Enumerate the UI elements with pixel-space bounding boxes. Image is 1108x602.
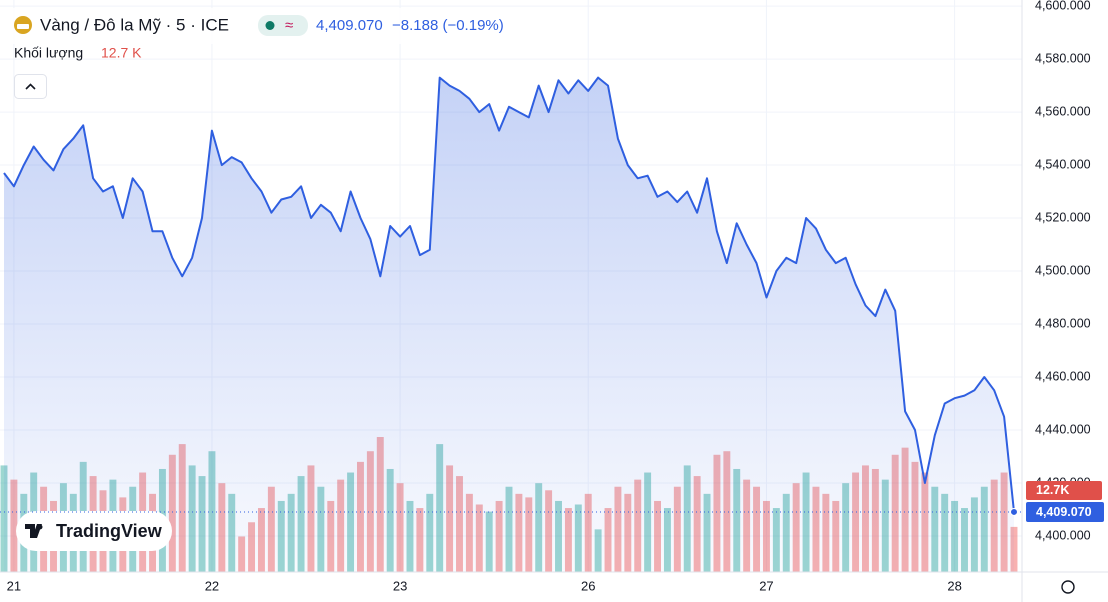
volume-badge-bg: [1026, 480, 1102, 500]
y-tick-label: 4,440.000: [1035, 422, 1091, 436]
y-tick-label: 4,600.000: [1035, 0, 1091, 12]
area-fill: [4, 77, 1014, 572]
settings-icon[interactable]: [1061, 580, 1075, 594]
x-tick-label: 23: [393, 578, 407, 593]
price-badge-bg: [1026, 501, 1104, 522]
logo-icon: [37, 524, 43, 530]
change: −8.188 (−0.19%): [392, 17, 504, 34]
volume-title: Khối lượng: [14, 45, 83, 61]
x-tick-label: 26: [581, 578, 595, 593]
x-tick-label: 22: [205, 578, 219, 593]
price-line: [3, 76, 1015, 513]
y-tick-label: 4,540.000: [1035, 157, 1091, 171]
y-tick-label: 4,400.000: [1035, 528, 1091, 542]
x-tick-label: 28: [947, 578, 961, 593]
status-icon: ≈: [285, 17, 293, 34]
volume-last: 12.7 K: [101, 45, 142, 61]
status-dot: [265, 21, 275, 30]
last-point: [1010, 507, 1018, 516]
y-tick-label: 4,460.000: [1035, 369, 1091, 383]
x-tick-label: 21: [7, 578, 21, 593]
y-tick-label: 4,560.000: [1035, 104, 1091, 118]
symbol[interactable]: Vàng / Đô la Mỹ · 5 · ICE: [40, 15, 229, 34]
y-tick-label: 4,500.000: [1035, 263, 1091, 277]
volume-badge: 12.7K: [1036, 483, 1069, 497]
x-tick-label: 27: [759, 578, 773, 593]
y-tick-label: 4,520.000: [1035, 210, 1091, 224]
last-price: 4,409.070: [316, 17, 383, 34]
y-tick-label: 4,580.000: [1035, 51, 1091, 65]
collapse-icon: [25, 83, 36, 90]
status-badge: [258, 15, 308, 36]
price-badge: 4,409.070: [1036, 505, 1092, 519]
symbol-icon: [17, 24, 29, 29]
collapse-button[interactable]: [14, 74, 47, 99]
brand: TradingView: [56, 521, 163, 541]
price-layer: [3, 76, 1015, 572]
logo-bg: [16, 511, 172, 551]
y-tick-label: 4,480.000: [1035, 316, 1091, 330]
